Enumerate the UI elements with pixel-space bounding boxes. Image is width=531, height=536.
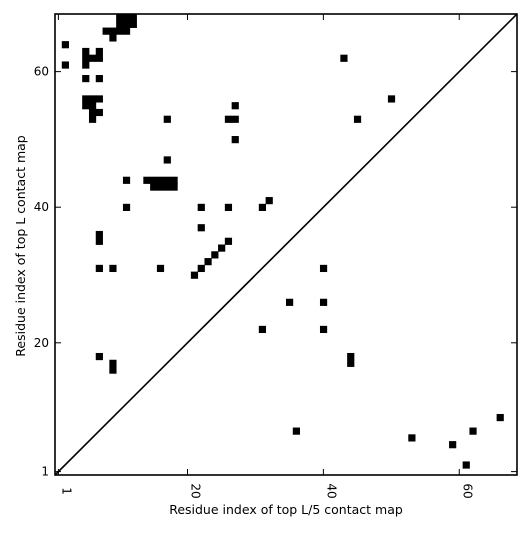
contact-cell <box>197 224 205 232</box>
contact-cell <box>258 325 267 334</box>
ticks-layer: 1 20 40 60 1 20 40 60 <box>34 14 517 499</box>
contact-cell <box>95 352 103 361</box>
contact-cell <box>95 47 103 56</box>
contact-cell <box>163 115 171 123</box>
contact-cell <box>197 203 205 211</box>
contact-cell <box>95 75 103 83</box>
contact-cell <box>347 352 355 361</box>
y-tick-label: 40 <box>34 200 49 214</box>
plot-frame <box>54 13 518 476</box>
x-axis-label: Residue index of top L/5 contact map <box>169 502 403 517</box>
contact-cell <box>231 102 239 110</box>
x-tick-label: 60 <box>460 483 474 498</box>
contact-cell <box>82 75 90 83</box>
contact-cell <box>231 136 239 144</box>
contact-cell <box>95 264 103 273</box>
contact-cell <box>82 61 90 69</box>
contact-cell <box>163 183 171 191</box>
y-tick-label: 1 <box>41 465 49 479</box>
contact-cell <box>224 115 233 123</box>
contact-cell <box>102 27 110 35</box>
contact-cell <box>204 258 212 266</box>
contact-cell <box>61 61 69 69</box>
contact-cell <box>82 47 90 56</box>
contact-cell <box>109 359 117 367</box>
contact-cell <box>82 95 90 103</box>
contact-cell <box>156 264 165 273</box>
contact-cell <box>231 115 239 123</box>
x-tick-label: 40 <box>324 483 338 498</box>
contact-cell <box>88 95 97 103</box>
contact-cells-layer <box>61 14 504 469</box>
contact-cell <box>265 197 273 205</box>
x-tick-label: 20 <box>188 483 202 498</box>
contact-cell <box>150 183 158 191</box>
diagonal-line <box>54 13 518 476</box>
contact-cell <box>116 14 124 22</box>
contact-cell <box>156 183 165 191</box>
contact-cell <box>462 461 470 469</box>
contact-cell <box>319 325 328 334</box>
contact-cell <box>353 115 362 123</box>
contact-cell <box>116 27 124 35</box>
contact-cell <box>143 176 151 184</box>
contact-cell <box>88 102 97 110</box>
contact-cell <box>469 427 477 435</box>
contact-cell <box>129 14 137 22</box>
contact-cell <box>122 176 131 184</box>
contact-cell <box>150 176 158 184</box>
contact-cell <box>224 237 233 245</box>
contact-cell <box>122 14 131 22</box>
y-tick-label: 60 <box>34 65 49 79</box>
contact-cell <box>122 27 131 35</box>
contact-cell <box>496 413 504 422</box>
contact-cell <box>286 298 294 306</box>
contact-cell <box>122 20 131 28</box>
contact-cell <box>258 203 267 211</box>
contact-cell <box>95 237 103 245</box>
contact-cell <box>211 251 219 259</box>
contact-cell <box>129 20 137 28</box>
contact-cell <box>218 244 226 252</box>
y-axis-label: Residue index of top L contact map <box>13 135 28 356</box>
contact-cell <box>319 264 328 273</box>
contact-cell <box>95 54 103 62</box>
contact-cell <box>408 434 416 442</box>
contact-cell <box>170 176 178 184</box>
contact-cell <box>95 230 103 239</box>
contact-cell <box>319 298 328 306</box>
contact-cell <box>82 54 90 62</box>
contact-cell <box>347 359 355 367</box>
contact-cell <box>109 27 117 35</box>
contact-cell <box>88 108 97 117</box>
contact-cell <box>190 271 199 279</box>
contact-cell <box>109 264 117 273</box>
contact-cell <box>170 183 178 191</box>
contact-cell <box>109 34 117 42</box>
contact-cell <box>449 441 457 449</box>
contact-cell <box>224 203 233 211</box>
contact-cell <box>387 95 396 103</box>
contact-cell <box>88 54 97 62</box>
contact-cell <box>95 95 103 103</box>
contact-cell <box>116 20 124 28</box>
contact-cell <box>95 108 103 117</box>
contact-cell <box>163 156 171 164</box>
x-tick-label: 1 <box>59 487 73 495</box>
contact-cell <box>197 264 205 273</box>
contact-cell <box>122 203 131 211</box>
contact-cell <box>163 176 171 184</box>
contact-cell <box>82 102 90 110</box>
contact-cell <box>61 41 69 49</box>
contact-cell <box>340 54 348 62</box>
y-tick-label: 20 <box>34 336 49 350</box>
contact-cell <box>109 366 117 374</box>
contact-cell <box>88 115 97 123</box>
contact-cell <box>156 176 165 184</box>
contact-cell <box>292 427 300 435</box>
